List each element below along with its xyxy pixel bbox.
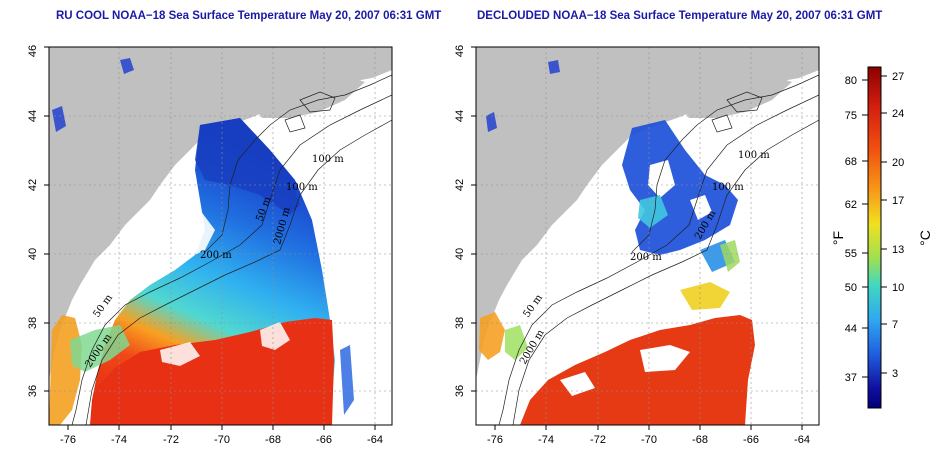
left-land: [49, 47, 392, 380]
colorbar-fahrenheit-tick: 50: [845, 282, 857, 294]
right-x-tick: -64: [794, 434, 810, 446]
left-y-tick: 44: [27, 110, 39, 122]
left-x-tick: -64: [367, 434, 383, 446]
left-contour-label: 100 m: [312, 154, 344, 165]
colorbar-fahrenheit-tick: 62: [845, 199, 857, 211]
colorbar-fahrenheit-tick: 37: [845, 372, 857, 384]
right-y-tick: 40: [454, 248, 466, 260]
left-y-tick: 40: [27, 248, 39, 260]
right-x-tick: -74: [538, 434, 554, 446]
colorbar-celsius-tick: 13: [892, 244, 904, 256]
right-sst-warm-region: [520, 315, 755, 425]
right-gridlines: [476, 47, 819, 425]
left-y-tick: 38: [27, 317, 39, 329]
left-x-tick: -70: [214, 434, 230, 446]
right-map-frame: [475, 46, 820, 426]
left-y-tick: 46: [27, 45, 39, 57]
left-bathymetry-contours: [71, 74, 392, 425]
right-contour-label: 200 m: [630, 252, 662, 263]
right-land: [476, 47, 819, 380]
colorbar-celsius-tick: 10: [892, 282, 904, 294]
colorbar-fahrenheit-tick: 55: [845, 248, 857, 260]
left-map-frame: [48, 46, 393, 426]
right-y-tick: 46: [454, 45, 466, 57]
right-x-tick: -68: [692, 434, 708, 446]
right-x-tick: -70: [641, 434, 657, 446]
colorbar-fahrenheit-tick: 44: [845, 323, 857, 335]
colorbar-celsius-tick: 7: [892, 319, 898, 331]
right-contour-label: 100 m: [712, 182, 744, 193]
colorbar-fahrenheit-tick: 68: [845, 156, 857, 168]
colorbar-gradient: [867, 66, 882, 409]
right-y-tick: 42: [454, 179, 466, 191]
colorbar-celsius-tick: 24: [892, 108, 904, 120]
right-y-tick: 38: [454, 317, 466, 329]
left-panel-title: RU COOL NOAA−18 Sea Surface Temperature …: [56, 10, 442, 22]
colorbar-celsius-tick: 20: [892, 157, 904, 169]
left-x-tick: -72: [163, 434, 179, 446]
colorbar: 80 75 68 62 55 50 44 37 27 24 20 17 13 1…: [830, 66, 933, 409]
colorbar-celsius-label: °C: [917, 230, 933, 246]
colorbar-fahrenheit-tick: 75: [845, 110, 857, 122]
right-x-tick: -66: [743, 434, 759, 446]
left-contour-label: 100 m: [286, 182, 318, 193]
colorbar-fahrenheit-label: °F: [830, 231, 846, 245]
left-x-tick: -68: [265, 434, 281, 446]
right-y-tick: 36: [454, 385, 466, 397]
right-panel-title: DECLOUDED NOAA−18 Sea Surface Temperatur…: [477, 10, 883, 22]
left-y-tick: 42: [27, 179, 39, 191]
right-bathymetry-contours: [498, 74, 819, 425]
right-y-tick: 44: [454, 110, 466, 122]
left-x-tick: -76: [60, 434, 76, 446]
left-x-tick: -74: [111, 434, 127, 446]
left-y-tick: 36: [27, 385, 39, 397]
colorbar-celsius-tick: 17: [892, 195, 904, 207]
right-contour-label: 100 m: [738, 150, 770, 161]
left-gridlines: [49, 47, 392, 425]
right-x-tick: -72: [590, 434, 606, 446]
right-map: 100 m 100 m 200 m 200 m 50 m 2000 m -76 …: [454, 45, 820, 446]
colorbar-celsius-tick: 27: [892, 71, 904, 83]
left-map: 100 m 100 m 50 m 200 m 50 m 2000 m 2000 …: [27, 45, 393, 446]
left-x-tick: -66: [316, 434, 332, 446]
colorbar-fahrenheit-tick: 80: [845, 75, 857, 87]
right-x-tick: -76: [487, 434, 503, 446]
left-contour-label: 200 m: [200, 250, 232, 261]
colorbar-celsius-tick: 3: [892, 368, 898, 380]
